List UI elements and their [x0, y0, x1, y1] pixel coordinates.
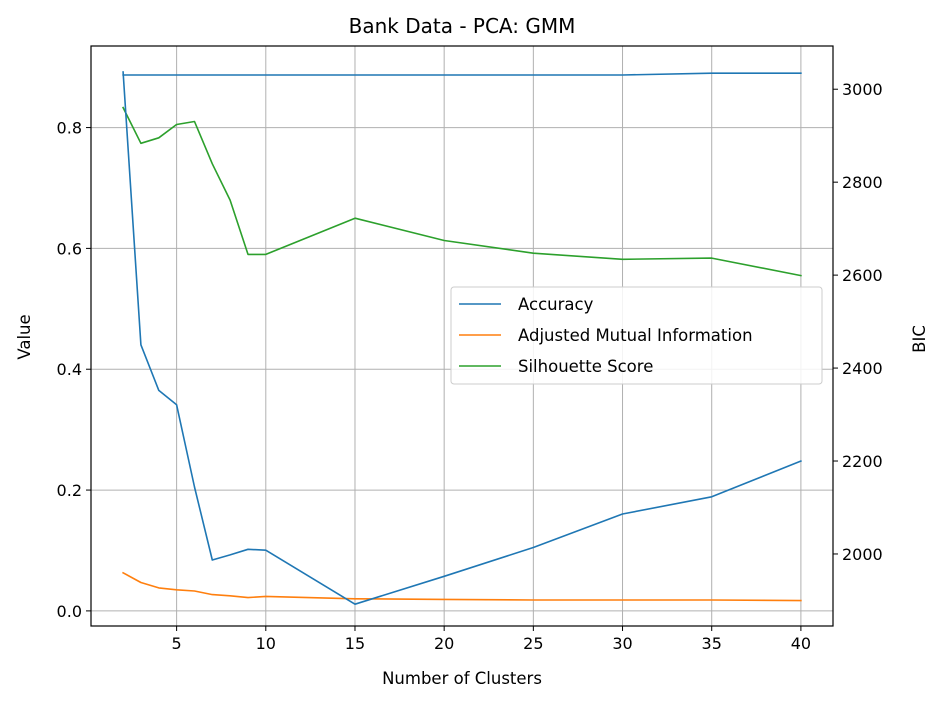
x-axis-title: Number of Clusters: [382, 669, 542, 688]
y-tick-label: 0.4: [57, 360, 82, 379]
y2-tick-label: 3000: [842, 80, 883, 99]
y-tick-label: 0.0: [57, 602, 82, 621]
chart-title: Bank Data - PCA: GMM: [349, 14, 576, 38]
legend-label-ami: Adjusted Mutual Information: [518, 326, 753, 345]
series-line-bic: [122, 71, 802, 606]
y2-axis-title: BIC: [910, 325, 929, 353]
legend-box: [450, 286, 823, 385]
x-tick-label: 10: [256, 634, 276, 653]
legend-label-accuracy: Accuracy: [518, 295, 594, 314]
legend: Accuracy Adjusted Mutual Information Sil…: [450, 286, 823, 385]
y2-tick-label: 2600: [842, 266, 883, 285]
y-tick-label: 0.2: [57, 481, 82, 500]
y2-tick-label: 2200: [842, 452, 883, 471]
x-tick-label: 5: [172, 634, 182, 653]
y2-tick-label: 2000: [842, 545, 883, 564]
series-line-accuracy: [122, 72, 802, 76]
y-tick-label: 0.6: [57, 239, 82, 258]
y2-tick-label: 2800: [842, 173, 883, 192]
x-tick-label: 35: [702, 634, 722, 653]
x-tick-label: 25: [523, 634, 543, 653]
x-tick-label: 20: [434, 634, 454, 653]
y2-tick-label: 2400: [842, 359, 883, 378]
y-tick-label: 0.8: [57, 119, 82, 138]
x-tick-label: 40: [791, 634, 811, 653]
legend-label-silhouette: Silhouette Score: [518, 357, 653, 376]
series-line-adjusted-mutual-information: [122, 571, 802, 602]
plot-frame: [90, 45, 834, 627]
series-layer: [122, 71, 802, 606]
series-line-silhouette-score: [122, 106, 802, 277]
x-tick-label: 30: [612, 634, 632, 653]
y-axis-title: Value: [15, 314, 34, 359]
ticks-layer: 5 10 15 20 25 30 35 40 0.0 0.2 0.4 0.6 0.8 2000 2200 24…: [57, 80, 883, 653]
x-tick-label: 15: [345, 634, 365, 653]
